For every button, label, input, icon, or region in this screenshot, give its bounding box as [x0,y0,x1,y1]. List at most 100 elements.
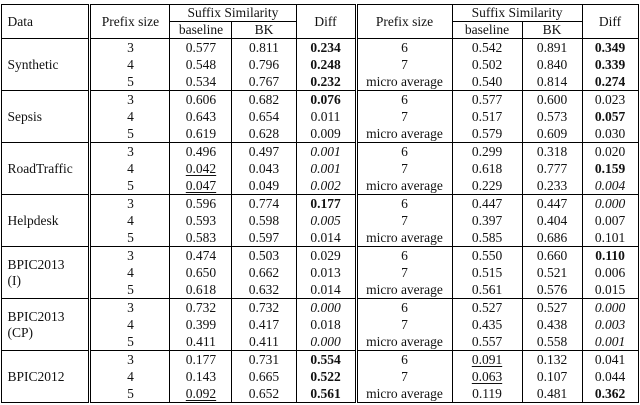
diff-value-cell: 0.522 [295,368,356,385]
prefix-size-cell: 3 [88,246,170,264]
table-row: Sepsis 3 0.606 0.682 0.076 6 0.577 0.600 0.023 [1,90,639,143]
bk-value-cell: 0.652 [231,385,296,403]
diff-value-cell: 0.057 [581,108,639,125]
dataset-label-cell: BPIC2013 (I) [1,246,90,299]
dataset-label: RoadTraffic [7,160,73,176]
baseline-value-cell: 0.435 [451,316,522,333]
table-row: 5 0.619 0.628 0.009 micro average 0.579 0.609 0… [2,125,639,143]
column-header-data: Data [7,13,33,29]
column-header-diff-left: Diff [295,4,356,39]
diff-value-cell: 0.001 [295,142,356,160]
bk-value-cell: 0.497 [231,142,296,160]
bk-value-cell: 0.404 [521,212,583,229]
baseline-value-cell: 0.047 [169,177,232,195]
diff-value-cell: 0.554 [295,350,356,368]
column-header-diff-right: Diff [581,4,639,39]
diff-value-cell: 0.014 [295,281,356,299]
prefix-size-cell: 3 [88,142,170,160]
prefix-size-cell: 5 [88,385,170,403]
prefix-size-cell: 4 [88,316,170,333]
bk-value-cell: 0.665 [231,368,296,385]
bk-value-cell: 0.686 [521,229,583,247]
baseline-value-cell: 0.527 [451,298,522,316]
table-row: Helpdesk 3 0.596 0.774 0.177 6 0.447 0.447 0.000 [1,194,639,247]
baseline-value-cell: 0.496 [169,142,232,160]
diff-value-cell: 0.003 [581,316,639,333]
table-row: Synthetic 3 0.577 0.811 0.234 6 0.542 0.891 0.34… [1,38,639,91]
column-header-prefix-size-right: Prefix size [354,4,452,39]
column-header-baseline-left: baseline [169,21,232,39]
baseline-value-cell: 0.542 [451,38,522,56]
header-row-1: Data Prefix size Suffix Similarity Diff … [2,4,639,39]
bk-value-cell: 0.654 [231,108,296,125]
baseline-value-cell: 0.063 [451,368,522,385]
prefix-size-cell: 4 [88,264,170,281]
bk-value-cell: 0.438 [521,316,583,333]
bk-value-cell: 0.411 [231,333,296,351]
bk-value-cell: 0.774 [231,194,296,212]
baseline-value-cell: 0.548 [169,56,232,73]
dataset-label-cell: BPIC2013 (CP) [1,298,90,351]
diff-value-cell: 0.234 [295,38,356,56]
dataset-label-cell: Synthetic [1,38,90,91]
prefix-size-cell: 4 [88,56,170,73]
diff-value-cell: 0.013 [295,264,356,281]
bk-value-cell: 0.600 [521,90,583,108]
baseline-value-cell: 0.229 [451,177,522,195]
bk-value-cell: 0.503 [231,246,296,264]
bk-value-cell: 0.662 [231,264,296,281]
prefix-size-cell: 6 [354,246,452,264]
column-header-bk-left: BK [231,21,296,39]
bk-value-cell: 0.318 [521,142,583,160]
table-row: 4 0.593 0.598 0.005 7 0.397 0.404 0.007 [2,212,639,229]
prefix-size-cell: micro average [354,177,452,195]
diff-value-cell: 0.023 [581,90,639,108]
dataset-label: BPIC2012 [7,368,65,384]
bk-value-cell: 0.628 [231,125,296,143]
table-row: 5 0.411 0.411 0.000 micro average 0.557 0.558 0… [2,333,639,351]
prefix-size-cell: 5 [88,125,170,143]
diff-value-cell: 0.177 [295,194,356,212]
column-header-prefix-size-left: Prefix size [88,4,170,39]
baseline-value-cell: 0.557 [451,333,522,351]
table-row: BPIC2013 (CP) 3 0.732 0.732 0.000 6 0.527 0.527 0… [1,298,639,351]
prefix-size-cell: 3 [88,350,170,368]
prefix-size-cell: micro average [354,125,452,143]
diff-value-cell: 0.000 [581,194,639,212]
prefix-size-cell: 4 [88,368,170,385]
diff-value-cell: 0.349 [581,38,639,56]
diff-value-cell: 0.007 [581,212,639,229]
baseline-value-cell: 0.606 [169,90,232,108]
diff-value-cell: 0.232 [295,73,356,91]
baseline-value-cell: 0.397 [451,212,522,229]
table-row: BPIC2013 (I) 3 0.474 0.503 0.029 6 0.550 0.660 0.… [1,246,639,299]
baseline-value-cell: 0.042 [169,160,232,177]
baseline-value-cell: 0.502 [451,56,522,73]
prefix-size-cell: 6 [354,38,452,56]
diff-value-cell: 0.006 [581,264,639,281]
baseline-value-cell: 0.515 [451,264,522,281]
dataset-label-cell: Helpdesk [1,194,90,247]
results-table: Data Prefix size Suffix Similarity Diff … [1,4,639,403]
diff-value-cell: 0.110 [581,246,639,264]
bk-value-cell: 0.576 [521,281,583,299]
bk-value-cell: 0.767 [231,73,296,91]
bk-value-cell: 0.597 [231,229,296,247]
bk-value-cell: 0.521 [521,264,583,281]
dataset-label-cell: RoadTraffic [1,142,90,195]
table-row: 4 0.650 0.662 0.013 7 0.515 0.521 0.006 [2,264,639,281]
table-row: 4 0.143 0.665 0.522 7 0.063 0.107 0.044 [2,368,639,385]
table-row: 4 0.042 0.043 0.001 7 0.618 0.777 0.159 [2,160,639,177]
diff-value-cell: 0.029 [295,246,356,264]
baseline-value-cell: 0.618 [451,160,522,177]
baseline-value-cell: 0.596 [169,194,232,212]
dataset-label: (I) [7,272,21,288]
bk-value-cell: 0.132 [521,350,583,368]
prefix-size-cell: 6 [354,350,452,368]
prefix-size-cell: 3 [88,90,170,108]
prefix-size-cell: 5 [88,229,170,247]
bk-value-cell: 0.049 [231,177,296,195]
dataset-label: BPIC2013 [7,256,65,272]
diff-value-cell: 0.248 [295,56,356,73]
table-row: 4 0.643 0.654 0.011 7 0.517 0.573 0.057 [2,108,639,125]
